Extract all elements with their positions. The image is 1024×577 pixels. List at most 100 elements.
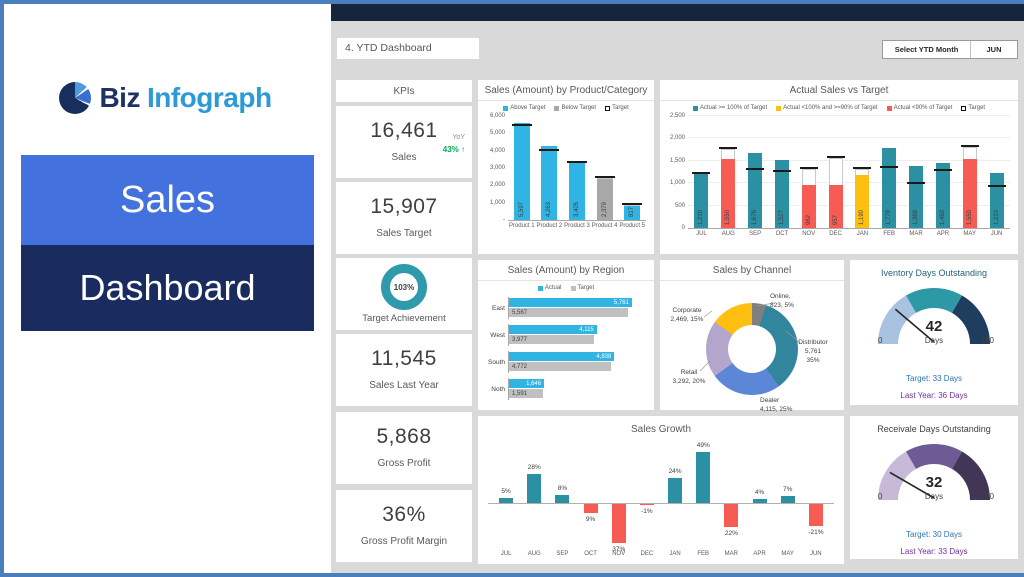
bar-value-label: 1,676 [752,209,759,225]
gridline [688,115,1010,116]
slice-label-online: Online, 823, 5% [770,293,794,311]
bar-value-label: 1,223 [993,209,1000,225]
target-bar: 5,567 [509,308,628,317]
legend-item: Actual >= 100% of Target [692,105,767,111]
growth-slot: 22% [717,449,745,549]
y-axis-tick: 2,000 [669,135,685,142]
x-axis-label: JUL [696,231,707,237]
gauge-segment-2 [951,451,990,501]
gridline [688,204,1010,206]
slice-label-line: 3,292, 20% [672,377,706,385]
slice-label-line: Distributor [798,339,828,346]
chart-legend: Above Target Below Target Target [478,105,654,111]
target-marker [746,168,765,171]
actual-value-label: 5,761 [613,299,629,306]
bar-value-label: 5,597 [518,201,525,217]
dashboard: 4. YTD Dashboard Select YTD Month JUN KP… [331,4,1024,573]
legend-swatch [605,105,611,111]
growth-bar-MAY [780,495,795,503]
target-remainder [624,204,641,206]
gauge: 32 Days 0 180 [872,440,996,518]
growth-bar-OCT [583,504,598,514]
y-axis-tick: 0 [681,225,685,231]
month-selector-label[interactable]: Select YTD Month [883,41,971,58]
growth-slot: 49% [689,442,717,549]
yoy-label: YoY [452,134,465,141]
target-remainder [596,177,613,179]
slice-label-dealer: Dealer 4,115, 25% [760,397,792,415]
bar-value-label: 1,210 [698,209,705,225]
x-axis-label: FEB [883,231,896,237]
y-axis-tick: 2,000 [489,182,505,189]
slice-label-line: Corporate [672,307,702,314]
gauge-needle [889,471,935,499]
target-remainder [721,149,736,159]
chart-card-sales-by-channel: Sales by Channel Online, 823, 5% Distribut… [660,260,844,413]
growth-month-label: SEP [556,551,569,557]
growth-slot: 37% [605,449,633,553]
target-marker [853,167,872,170]
growth-slot: 4% [746,449,774,549]
bar-MAY [962,158,977,228]
growth-bar-JUN [808,504,823,527]
bar-value-label: 1,388 [913,209,920,225]
gauge-unit: Days [924,336,944,345]
slice-label-line: 4,115, 25% [760,405,793,413]
slice-label-corporate: Corporate 2,469, 15% [662,307,712,325]
legend-item: Actual <90% of Target [886,105,953,111]
growth-bar-JAN [668,477,683,503]
target-remainder [801,169,816,185]
bar-slot: 4,263 [536,117,564,220]
legend-item: Target [605,105,629,111]
growth-month-label: FEB [697,551,709,557]
donut-chart: Online, 823, 5% Distributor 5,761 35% Dealer 4… [660,281,844,413]
slice-label-retail: Retail 3,292, 20% [664,369,714,387]
growth-slot: -21% [802,449,830,549]
gauge-max-label: 180 [980,336,994,345]
legend-swatch [961,105,967,111]
bar-value-label: 4,263 [546,201,553,217]
legend-swatch [692,105,698,111]
x-axis-label: JUN [990,231,1003,237]
bar-slot: 1,210 [688,117,715,228]
legend-label: Actual <90% of Target [893,105,953,111]
chart-plot: 5% 28% 8% 9% 37% -1% 24% 49% 22% 4% 7% -21% [478,442,844,553]
gauge-target-text: Target: 33 Days [905,374,963,383]
bar-slot: 1,550 [715,117,742,228]
bar-AUG [721,158,736,228]
month-selector-value[interactable]: JUN [986,45,1002,54]
legend-item: Above Target [503,105,545,111]
legend-item: Target [570,285,594,291]
legend-item: Actual <100% and >=90% of Target [776,105,878,111]
donut-ring [706,303,798,395]
gauge-value: 42 [925,318,943,335]
month-selector: Select YTD Month JUN [882,40,1018,59]
target-marker [933,168,952,171]
bar-value-label: 1,550 [966,209,973,225]
growth-slot: 9% [577,449,605,549]
target-marker [511,123,532,126]
region-row: East 5,761 5,567 [482,297,644,319]
y-axis-tick: - [503,217,505,223]
gridline [688,137,1010,139]
target-achievement-donut: 103% [381,264,427,310]
legend-label: Actual [544,285,562,291]
gridline [688,182,1010,184]
x-axis-label: SEP [749,231,762,237]
bar-SEP [748,152,763,228]
kpi-gross-profit-label: Gross Profit [377,458,431,469]
actual-value-label: 1,646 [526,380,542,387]
chart-title: Actual Sales vs Target [660,80,1018,101]
x-axis-label: AUG [721,231,735,237]
growth-value-label: 7% [783,485,793,493]
region-bars: 5,761 5,567 [508,297,644,319]
bar-slot: 1,190 [849,117,876,228]
growth-bar-APR [752,498,767,503]
target-marker [772,170,791,172]
bar-NOV [801,184,816,228]
gauge-segment-1 [906,288,962,314]
target-marker [566,160,587,163]
legend-label: Target [968,105,986,111]
bar-value-label: 3,405 [573,201,580,217]
kpi-sales-yoy: YoY 43% ↑ [443,133,465,156]
